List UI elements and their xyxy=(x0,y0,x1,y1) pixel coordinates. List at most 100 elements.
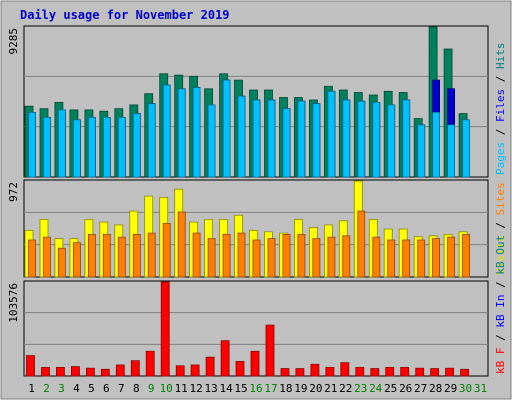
bar-sites-day-20 xyxy=(312,238,321,278)
bar-sites-day-30 xyxy=(462,233,471,278)
legend-entry: Pages xyxy=(494,142,507,175)
x-tick-label-day-23: 23 xyxy=(354,382,367,395)
bar-kb-f-day-21 xyxy=(325,366,335,377)
bar-pages-day-2 xyxy=(43,117,51,178)
bar-sites-day-27 xyxy=(417,239,426,278)
bar-kb-f-day-27 xyxy=(415,367,425,377)
bar-kb-f-day-30 xyxy=(460,368,470,377)
x-tick-label-day-3: 3 xyxy=(58,382,65,395)
bar-pages-day-26 xyxy=(402,99,411,178)
chart-title: Daily usage for November 2019 xyxy=(20,8,230,22)
y-max-label: 972 xyxy=(7,182,20,202)
x-tick-label-day-24: 24 xyxy=(369,382,383,395)
bar-pages-day-8 xyxy=(132,113,141,178)
bar-sites-day-1 xyxy=(28,239,36,278)
bar-kb-f-day-1 xyxy=(26,355,35,377)
x-tick-label-day-26: 26 xyxy=(399,382,412,395)
bar-kb-f-day-17 xyxy=(265,324,275,377)
panel-legend: Visits / Sites xyxy=(494,182,507,275)
bar-sites-day-28 xyxy=(432,238,441,278)
bar-kb-f-day-7 xyxy=(115,364,125,377)
bar-kb-f-day-19 xyxy=(295,368,305,377)
x-tick-label-day-17: 17 xyxy=(264,382,277,395)
x-tick-label-day-14: 14 xyxy=(219,382,233,395)
x-tick-label-day-1: 1 xyxy=(28,382,35,395)
legend-entry: / xyxy=(494,215,507,235)
x-tick-label-day-31: 31 xyxy=(474,382,487,395)
bar-sites-day-8 xyxy=(132,233,141,278)
bar-sites-day-22 xyxy=(342,235,351,278)
x-tick-label-day-19: 19 xyxy=(294,382,307,395)
bar-pages-day-9 xyxy=(147,103,156,178)
x-tick-label-day-5: 5 xyxy=(88,382,95,395)
bar-kb-f-day-8 xyxy=(130,360,140,377)
x-tick-label-day-8: 8 xyxy=(133,382,140,395)
bar-pages-day-28 xyxy=(432,112,441,178)
bar-sites-day-14 xyxy=(222,233,231,278)
bar-kb-f-day-10 xyxy=(160,281,170,377)
legend-entry: / xyxy=(494,275,507,295)
bar-pages-day-18 xyxy=(282,108,291,178)
bar-kb-f-day-26 xyxy=(400,366,410,377)
x-tick-label-day-4: 4 xyxy=(73,382,80,395)
bar-sites-day-5 xyxy=(88,233,96,278)
legend-entry: Sites xyxy=(494,182,507,215)
bar-pages-day-15 xyxy=(237,95,246,178)
x-tick-label-day-15: 15 xyxy=(234,382,247,395)
bar-kb-f-day-20 xyxy=(310,363,320,377)
panel-visits_sites: 972 Visits / Sites xyxy=(7,179,507,278)
bar-kb-f-day-13 xyxy=(205,356,215,377)
bar-pages-day-14 xyxy=(222,79,231,178)
bar-pages-day-13 xyxy=(207,104,216,178)
bar-pages-day-19 xyxy=(297,100,306,178)
x-tick-label-day-11: 11 xyxy=(175,382,188,395)
panel-hits_files_pages: 9285 Pages / Files / Hits xyxy=(7,25,507,178)
x-tick-label-day-13: 13 xyxy=(204,382,217,395)
bar-sites-day-21 xyxy=(327,236,336,278)
y-max-label: 9285 xyxy=(7,28,20,55)
bar-kb-f-day-5 xyxy=(86,367,95,377)
bar-sites-day-17 xyxy=(267,238,276,278)
bar-pages-day-16 xyxy=(252,99,261,178)
bar-kb-f-day-29 xyxy=(445,367,455,377)
bar-kb-f-day-24 xyxy=(370,368,380,377)
bar-kb-f-day-6 xyxy=(100,368,110,377)
bar-sites-day-9 xyxy=(147,232,156,278)
bar-pages-day-17 xyxy=(267,99,276,178)
bar-sites-day-11 xyxy=(177,211,186,278)
legend-entry: / xyxy=(494,122,507,142)
bar-pages-day-23 xyxy=(357,100,366,178)
panel-kbf_kbin_kbout: 103576 kB F / kB In / kB Out xyxy=(7,235,507,377)
bar-kb-f-day-22 xyxy=(340,362,350,377)
legend-entry: / xyxy=(494,328,507,348)
legend-entry: Hits xyxy=(494,43,507,70)
bar-kb-f-day-23 xyxy=(355,366,365,377)
bar-pages-day-12 xyxy=(192,87,201,178)
x-tick-label-day-21: 21 xyxy=(324,382,337,395)
legend-entry: kB Out xyxy=(494,235,507,275)
bar-kb-f-day-28 xyxy=(430,368,440,377)
x-tick-label-day-2: 2 xyxy=(43,382,50,395)
x-tick-label-day-7: 7 xyxy=(118,382,125,395)
x-tick-label-day-22: 22 xyxy=(339,382,352,395)
bar-sites-day-26 xyxy=(402,239,411,278)
x-tick-label-day-29: 29 xyxy=(444,382,457,395)
x-tick-label-day-25: 25 xyxy=(384,382,397,395)
panel-legend: kB F / kB In / kB Out xyxy=(494,235,507,374)
x-tick-label-day-30: 30 xyxy=(459,382,472,395)
bar-sites-day-4 xyxy=(73,242,81,278)
bar-pages-day-11 xyxy=(177,88,186,178)
bar-kb-f-day-2 xyxy=(41,366,50,377)
bar-kb-f-day-12 xyxy=(190,364,200,377)
bar-sites-day-7 xyxy=(117,236,126,278)
x-tick-label-day-28: 28 xyxy=(429,382,442,395)
bar-pages-day-3 xyxy=(58,109,66,178)
bar-sites-day-29 xyxy=(447,236,456,278)
bar-sites-day-25 xyxy=(387,239,396,278)
x-tick-label-day-16: 16 xyxy=(249,382,262,395)
panel-legend: Pages / Files / Hits xyxy=(494,43,507,176)
bar-kb-f-day-14 xyxy=(220,340,230,377)
x-tick-label-day-10: 10 xyxy=(160,382,173,395)
